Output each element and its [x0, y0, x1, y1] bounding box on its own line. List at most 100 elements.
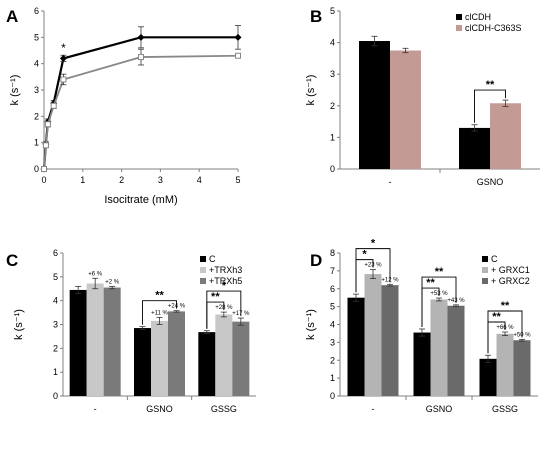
legend-label: C: [209, 254, 216, 264]
bar: [390, 50, 421, 169]
legend-swatch: [200, 267, 206, 273]
y-tick-label: 5: [53, 272, 58, 282]
y-tick-label: 0: [330, 164, 335, 174]
y-tick-label: 3: [34, 85, 39, 95]
y-tick-label: 8: [330, 248, 335, 258]
y-tick-label: 3: [330, 337, 335, 347]
y-tick-label: 6: [34, 6, 39, 16]
percent-label: +11 %: [151, 310, 168, 316]
y-axis-label: k (s⁻¹): [305, 309, 317, 340]
bar: [364, 274, 382, 396]
data-point: [60, 76, 67, 83]
bar: [347, 297, 365, 396]
y-tick-label: 5: [34, 32, 39, 42]
significance-mark: *: [371, 238, 376, 250]
legend-label: clCDH: [465, 12, 491, 22]
legend-label: C: [491, 254, 498, 264]
significance-mark: **: [492, 311, 501, 323]
y-tick-label: 3: [53, 320, 58, 330]
y-tick-label: 4: [330, 320, 335, 330]
category-label: -: [94, 404, 97, 414]
panel-label: C: [6, 251, 18, 270]
y-axis-label: k (s⁻¹): [13, 309, 25, 340]
y-tick-label: 4: [330, 38, 335, 48]
y-tick-label: 1: [330, 132, 335, 142]
category-label: GSNO: [146, 404, 173, 414]
bar: [151, 320, 168, 396]
y-axis-label: k (s⁻¹): [9, 75, 21, 106]
legend-swatch: [456, 14, 462, 20]
x-axis-label: Isocitrate (mM): [104, 194, 177, 206]
data-point: [42, 142, 49, 149]
y-tick-label: 5: [330, 6, 335, 16]
bar: [459, 127, 490, 169]
series-line: [43, 54, 239, 170]
x-tick-label: 0: [41, 175, 46, 185]
significance-mark: **: [426, 277, 435, 289]
bar: [232, 321, 250, 396]
bar: [513, 340, 531, 396]
data-point: [50, 102, 57, 109]
significance-mark: *: [61, 41, 66, 55]
significance-bracket: [487, 310, 523, 354]
bar: [447, 305, 465, 396]
significance-mark: **: [435, 266, 444, 278]
panel-label: B: [310, 7, 322, 26]
bar: [413, 332, 431, 396]
legend-swatch: [482, 267, 488, 273]
significance-mark: **: [211, 291, 220, 303]
legend-swatch: [200, 256, 206, 262]
y-tick-label: 3: [330, 69, 335, 79]
y-tick-label: 2: [330, 101, 335, 111]
x-tick-label: 2: [119, 175, 124, 185]
legend-swatch: [200, 278, 206, 284]
y-tick-label: 1: [53, 367, 58, 377]
y-tick-label: 0: [34, 164, 39, 174]
significance-mark: **: [155, 290, 164, 302]
y-tick-label: 1: [34, 138, 39, 148]
data-point: [137, 33, 145, 41]
panel-label: A: [6, 7, 18, 26]
category-label: GSSG: [492, 404, 518, 414]
bar: [69, 289, 87, 396]
significance-mark: **: [501, 300, 510, 312]
x-tick-label: 5: [235, 175, 240, 185]
panel-a: A 0 1 2 3 4 5 6 k (s⁻¹) 0 1 2 3 4 5 Isocitrate (mM) *: [6, 6, 242, 206]
bar: [86, 283, 104, 396]
category-label: -: [389, 177, 392, 187]
y-tick-label: 5: [330, 302, 335, 312]
y-tick-label: 0: [330, 391, 335, 401]
percent-label: +6 %: [88, 271, 103, 277]
category-label: -: [372, 404, 375, 414]
bar: [430, 299, 448, 396]
category-label: GSNO: [477, 177, 504, 187]
legend-label: +TRXh5: [209, 276, 242, 286]
panel-label: D: [310, 251, 322, 270]
significance-bracket: [474, 89, 506, 123]
category-label: GSSG: [211, 404, 237, 414]
bar: [479, 358, 497, 396]
data-point: [44, 121, 51, 128]
y-tick-label: 4: [53, 296, 58, 306]
legend-swatch: [482, 278, 488, 284]
data-point: [41, 166, 47, 172]
y-tick-label: 0: [53, 391, 58, 401]
significance-bracket: [142, 300, 177, 325]
legend-label: + GRXC2: [491, 276, 530, 286]
legend-label: + GRXC1: [491, 265, 530, 275]
percent-label: +2 %: [105, 279, 120, 285]
data-point: [234, 33, 242, 41]
legend-swatch: [482, 256, 488, 262]
y-tick-label: 2: [330, 355, 335, 365]
bar: [490, 103, 521, 169]
bar: [103, 287, 121, 396]
significance-bracket: [206, 290, 242, 329]
category-label: GSNO: [426, 404, 453, 414]
y-tick-label: 6: [53, 248, 58, 258]
y-tick-label: 6: [330, 284, 335, 294]
significance-bracket: [355, 248, 391, 293]
